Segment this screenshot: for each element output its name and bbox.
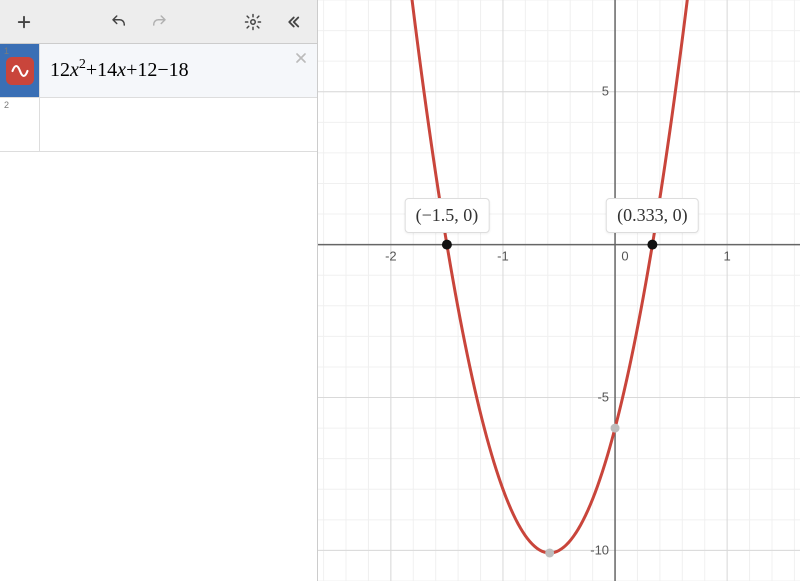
sidebar-toolbar xyxy=(0,0,317,44)
undo-button[interactable] xyxy=(103,6,135,38)
expression-input[interactable]: 12x2 + 14x + 12 − 18 xyxy=(40,44,317,97)
redo-button[interactable] xyxy=(143,6,175,38)
add-expression-button[interactable] xyxy=(8,6,40,38)
expression-sidebar: 1 12x2 + 14x + 12 − 18 2 xyxy=(0,0,318,581)
expression-index: 2 xyxy=(4,100,9,110)
svg-text:-10: -10 xyxy=(590,542,609,557)
svg-text:1: 1 xyxy=(724,249,731,264)
svg-text:-1: -1 xyxy=(497,249,509,264)
svg-text:5: 5 xyxy=(602,84,609,99)
collapse-sidebar-button[interactable] xyxy=(277,6,309,38)
expression-list: 1 12x2 + 14x + 12 − 18 2 xyxy=(0,44,317,581)
expression-row[interactable]: 2 xyxy=(0,98,317,152)
graph-svg: -2-101-10-55 xyxy=(318,0,800,581)
point-label: (−1.5, 0) xyxy=(405,198,490,233)
svg-text:0: 0 xyxy=(621,249,628,264)
point-label: (0.333, 0) xyxy=(606,198,699,233)
curve-icon xyxy=(6,57,34,85)
expression-input[interactable] xyxy=(40,98,317,151)
settings-button[interactable] xyxy=(237,6,269,38)
svg-text:-2: -2 xyxy=(385,249,397,264)
graph-canvas[interactable]: -2-101-10-55 (−1.5, 0)(0.333, 0) xyxy=(318,0,800,581)
expression-index: 1 xyxy=(4,46,9,56)
svg-text:-5: -5 xyxy=(597,390,609,405)
expression-row[interactable]: 1 12x2 + 14x + 12 − 18 xyxy=(0,44,317,98)
delete-expression-button[interactable] xyxy=(293,50,309,71)
